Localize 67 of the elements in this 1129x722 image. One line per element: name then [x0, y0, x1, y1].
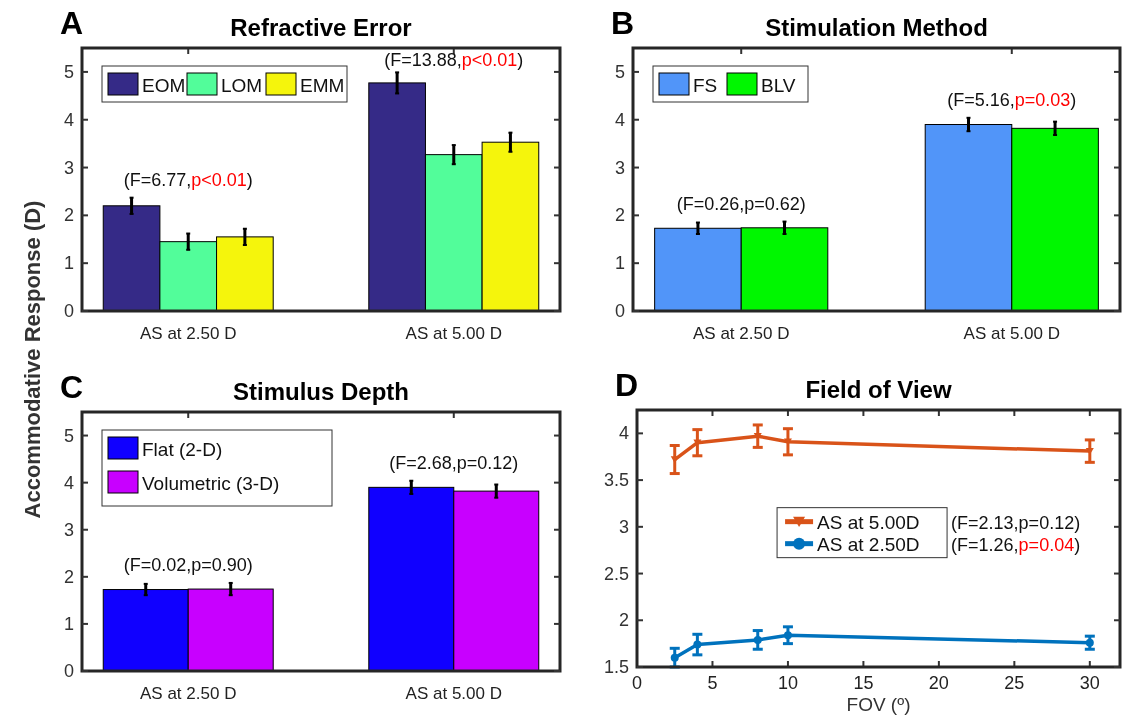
x-tick-label: 20: [928, 673, 949, 693]
x-tick-label: AS at 5.00 D: [405, 684, 502, 703]
point: [670, 653, 679, 662]
legend-label: Flat (2-D): [142, 439, 223, 460]
x-tick-label: 25: [1004, 673, 1025, 693]
y-tick-label: 2: [63, 566, 74, 587]
y-tick-label: 5: [63, 61, 74, 82]
x-tick-label: 15: [853, 673, 874, 693]
point: [753, 635, 762, 644]
y-tick-label: 3: [618, 516, 629, 537]
annotation: (F=0.26,p=0.62): [676, 193, 806, 214]
y-tick-label: 1: [63, 613, 74, 634]
annotation: (F=2.13,p=0.12): [951, 512, 1081, 533]
chart-title: Stimulation Method: [765, 14, 988, 41]
legend-label: EMM: [300, 75, 345, 96]
legend-label: LOM: [221, 75, 263, 96]
annotation: (F=0.02,p=0.90): [123, 554, 253, 575]
annotation: (F=1.26,p=0.04): [951, 534, 1081, 555]
annotation: (F=6.77,p<0.01): [123, 169, 253, 190]
x-tick-label: 10: [777, 673, 798, 693]
chart-title: Field of View: [805, 376, 952, 403]
y-tick-label: 2.5: [603, 563, 629, 584]
text: B: [611, 5, 635, 41]
x-tick-label: AS at 2.50 D: [140, 324, 237, 343]
y-tick-label: 4: [63, 472, 74, 493]
x-tick-label: AS at 2.50 D: [140, 684, 237, 703]
y-tick-label: 0: [614, 301, 625, 321]
y-tick-label: 1: [63, 253, 74, 274]
y-tick-label: 3: [63, 519, 74, 540]
legend-label: Volumetric (3-D): [142, 473, 280, 494]
y-tick-label: 4: [618, 423, 629, 444]
y-tick-label: 2: [618, 610, 629, 631]
y-tick-label: 4: [614, 109, 625, 130]
legend-label: FS: [693, 75, 718, 96]
y-tick-label: 3: [614, 157, 625, 178]
legend-label: AS at 2.50D: [817, 533, 920, 555]
legend-label: EOM: [142, 75, 186, 96]
text: D: [615, 367, 639, 403]
y-tick-label: 0: [63, 301, 74, 321]
annotation: (F=5.16,p=0.03): [947, 89, 1077, 110]
y-tick-label: 3: [63, 157, 74, 178]
x-tick-label: 5: [707, 673, 718, 693]
annotation: (F=13.88,p<0.01): [384, 50, 524, 70]
y-tick-label: 5: [614, 61, 625, 82]
x-axis-title: FOV (º): [846, 694, 911, 715]
y-tick-label: 1.5: [603, 657, 629, 677]
x-tick-label: 0: [631, 673, 643, 693]
chart-title: Refractive Error: [230, 14, 412, 41]
legend-label: BLV: [761, 75, 796, 96]
x-tick-label: AS at 5.00 D: [405, 324, 502, 343]
chart-title: Stimulus Depth: [232, 378, 410, 405]
x-tick-label: AS at 5.00 D: [963, 324, 1060, 343]
y-tick-label: 5: [63, 425, 74, 446]
y-axis-title: Accommodative Response (D): [20, 200, 45, 519]
point: [783, 631, 792, 640]
text: A: [60, 5, 84, 41]
y-tick-label: 2: [63, 205, 74, 226]
y-tick-label: 4: [63, 109, 74, 130]
text: C: [60, 369, 84, 405]
y-tick-label: 2: [614, 205, 625, 226]
x-tick-label: AS at 2.50 D: [693, 324, 790, 343]
y-tick-label: 3.5: [603, 470, 629, 491]
y-tick-label: 1: [614, 253, 625, 274]
point: [693, 640, 702, 649]
x-tick-label: 30: [1079, 673, 1100, 693]
annotation: (F=2.68,p=0.12): [389, 452, 519, 473]
legend-label: AS at 5.00D: [817, 511, 920, 533]
